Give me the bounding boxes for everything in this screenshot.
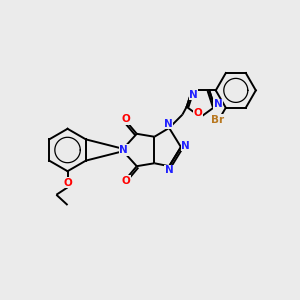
Text: N: N (165, 165, 173, 175)
Text: N: N (189, 89, 198, 100)
Text: N: N (119, 145, 128, 155)
Text: O: O (194, 109, 203, 118)
Text: N: N (181, 141, 190, 151)
Text: Br: Br (211, 115, 224, 124)
Text: N: N (164, 119, 173, 129)
Text: O: O (122, 176, 130, 186)
Text: O: O (122, 114, 130, 124)
Text: N: N (214, 100, 223, 110)
Text: O: O (63, 178, 72, 188)
